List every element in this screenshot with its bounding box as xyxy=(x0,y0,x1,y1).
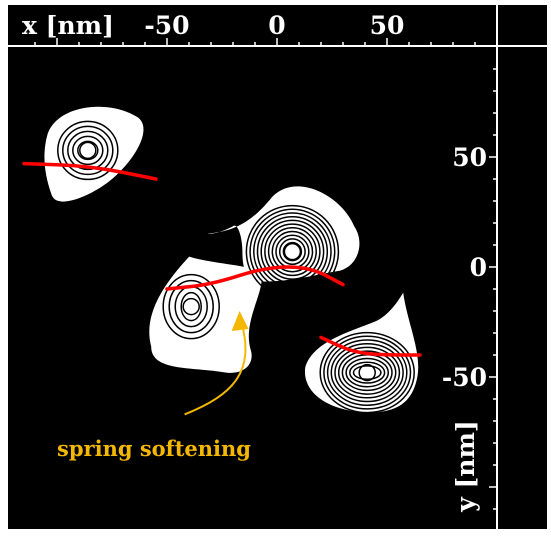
contour-ring-top-left xyxy=(57,120,119,181)
contour-ring-center-right xyxy=(264,223,321,280)
y-tick-label: -50 xyxy=(442,363,487,392)
contour-ring-center-right xyxy=(249,208,336,295)
contour-ring-center-left xyxy=(162,273,220,340)
x-tick-label: 0 xyxy=(268,11,285,40)
middle-path xyxy=(165,265,345,291)
blob-shape-top-left xyxy=(44,106,144,202)
contour-core-center-right xyxy=(283,242,302,261)
contour-ring-bottom-right xyxy=(330,342,404,403)
bottom-right-path xyxy=(319,335,422,357)
contour-ring-center-right xyxy=(267,227,317,277)
contour-ring-bottom-right xyxy=(352,365,382,381)
contour-ring-center-right xyxy=(253,212,332,291)
top-left-path xyxy=(22,161,158,181)
contour-ring-top-left xyxy=(62,125,114,176)
contour-ring-bottom-right xyxy=(345,357,390,388)
blobs-layer xyxy=(44,106,419,414)
contour-ring-center-left xyxy=(168,279,214,334)
contour-core-top-left xyxy=(79,141,97,160)
contour-ring-center-right xyxy=(260,219,325,284)
x-tick-label: -50 xyxy=(144,11,189,40)
annotation-layer: spring softening xyxy=(57,311,251,461)
blob-center-right xyxy=(207,186,360,299)
y-tick-label: 50 xyxy=(452,143,487,172)
annotation-arrow xyxy=(184,322,247,416)
contour-ring-bottom-right xyxy=(323,335,412,410)
red-curves-layer xyxy=(22,161,422,357)
contour-ring-center-right xyxy=(271,230,314,273)
contour-core-center-left xyxy=(182,297,200,316)
contour-ring-center-right xyxy=(278,238,306,266)
contour-ring-top-left xyxy=(72,135,104,166)
contour-ring-top-left xyxy=(67,130,109,171)
contour-ring-bottom-right xyxy=(337,350,397,395)
contour-ring-center-right xyxy=(256,215,329,288)
contour-ring-bottom-right xyxy=(319,331,415,414)
annotation-text: spring softening xyxy=(57,436,251,461)
x-axis-label: x [nm] xyxy=(22,11,114,40)
contour-core-bottom-right xyxy=(358,363,376,382)
contour-ring-top-left xyxy=(77,140,99,161)
y-ticks: 50 0 -50 xyxy=(442,68,497,510)
contour-ring-bottom-right xyxy=(334,346,401,399)
contour-ring-bottom-right xyxy=(349,361,386,384)
annotation-arrowhead xyxy=(231,311,249,331)
axes-layer: -50 0 50 50 0 -50 x [nm] y [nm] xyxy=(8,5,547,529)
contour-ring-center-left xyxy=(180,291,202,322)
blob-top-left xyxy=(44,106,144,202)
contour-ring-center-right xyxy=(245,204,340,299)
x-ticks: -50 0 50 xyxy=(34,11,476,46)
y-tick-label: 0 xyxy=(470,253,487,282)
contour-ring-bottom-right xyxy=(326,339,408,406)
y-axis-label: y [nm] xyxy=(451,420,480,513)
contour-ring-center-right xyxy=(282,241,303,262)
x-tick-label: 50 xyxy=(370,11,405,40)
